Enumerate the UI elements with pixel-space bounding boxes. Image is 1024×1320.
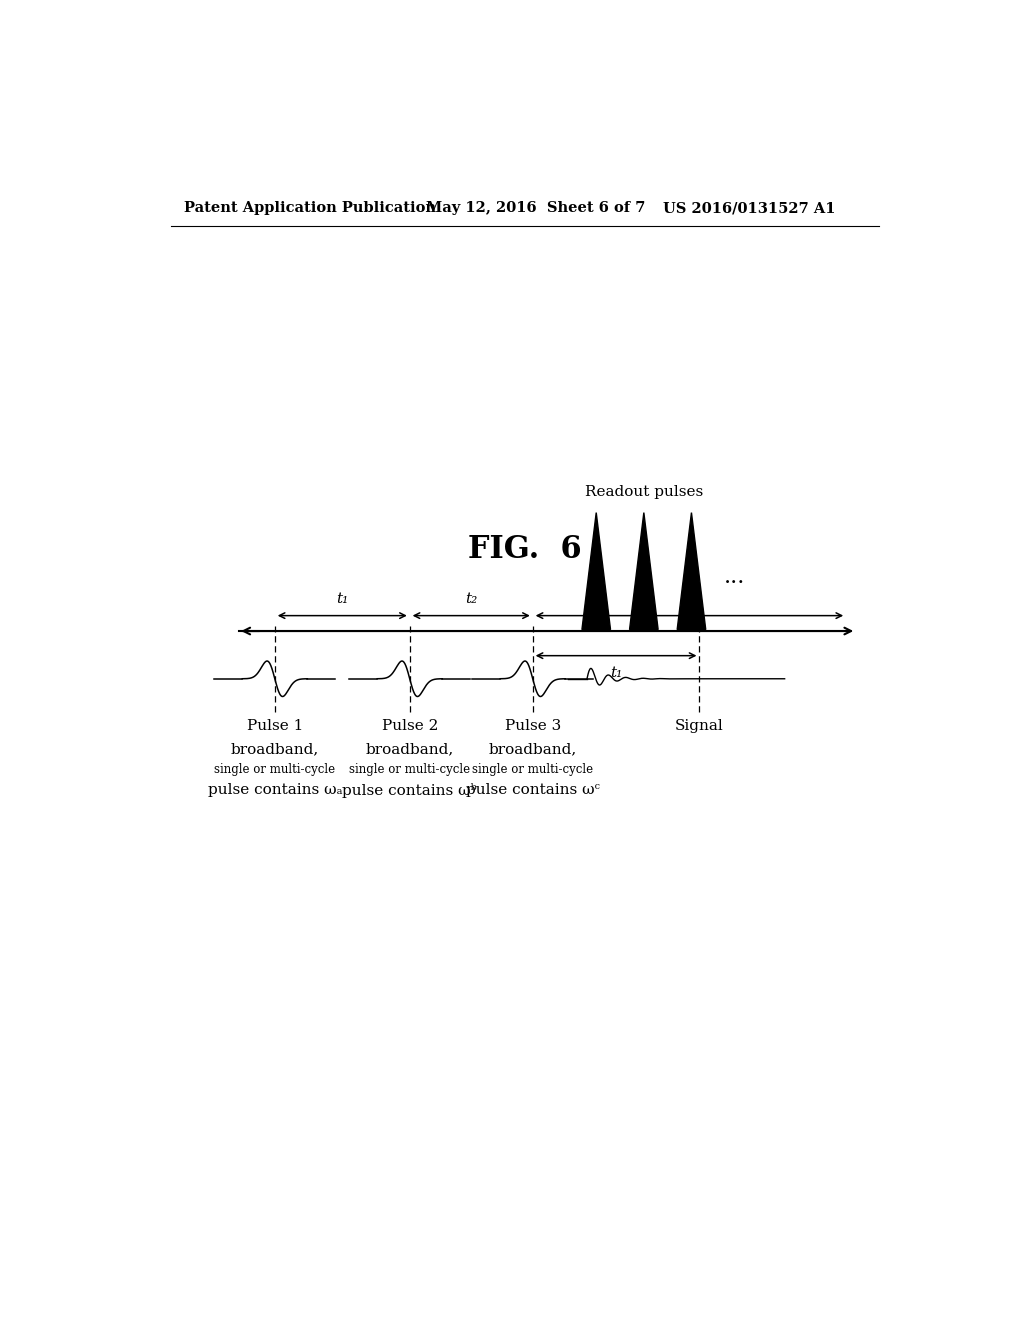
Text: pulse contains ωᵇ: pulse contains ωᵇ <box>342 784 477 799</box>
Polygon shape <box>582 512 610 630</box>
Text: pulse contains ωᶜ: pulse contains ωᶜ <box>466 784 600 797</box>
Text: FIG.  6: FIG. 6 <box>468 535 582 565</box>
Text: single or multi-cycle: single or multi-cycle <box>472 763 593 776</box>
Text: broadband,: broadband, <box>488 742 577 756</box>
Text: single or multi-cycle: single or multi-cycle <box>349 763 470 776</box>
Text: broadband,: broadband, <box>366 742 454 756</box>
Text: single or multi-cycle: single or multi-cycle <box>214 763 336 776</box>
Text: ...: ... <box>723 566 744 587</box>
Text: t₁: t₁ <box>610 667 623 680</box>
Text: broadband,: broadband, <box>230 742 318 756</box>
Text: t₁: t₁ <box>336 593 348 606</box>
Text: Signal: Signal <box>675 719 724 733</box>
Text: Patent Application Publication: Patent Application Publication <box>183 202 436 215</box>
Polygon shape <box>677 512 706 630</box>
Polygon shape <box>630 512 658 630</box>
Text: US 2016/0131527 A1: US 2016/0131527 A1 <box>663 202 836 215</box>
Text: t₂: t₂ <box>465 593 477 606</box>
Text: t₃: t₃ <box>683 593 695 606</box>
Text: May 12, 2016  Sheet 6 of 7: May 12, 2016 Sheet 6 of 7 <box>426 202 646 215</box>
Text: Pulse 3: Pulse 3 <box>505 719 561 733</box>
Text: pulse contains ωₐ: pulse contains ωₐ <box>208 784 342 797</box>
Text: Readout pulses: Readout pulses <box>585 484 702 499</box>
Text: Pulse 1: Pulse 1 <box>247 719 303 733</box>
Text: Pulse 2: Pulse 2 <box>382 719 438 733</box>
